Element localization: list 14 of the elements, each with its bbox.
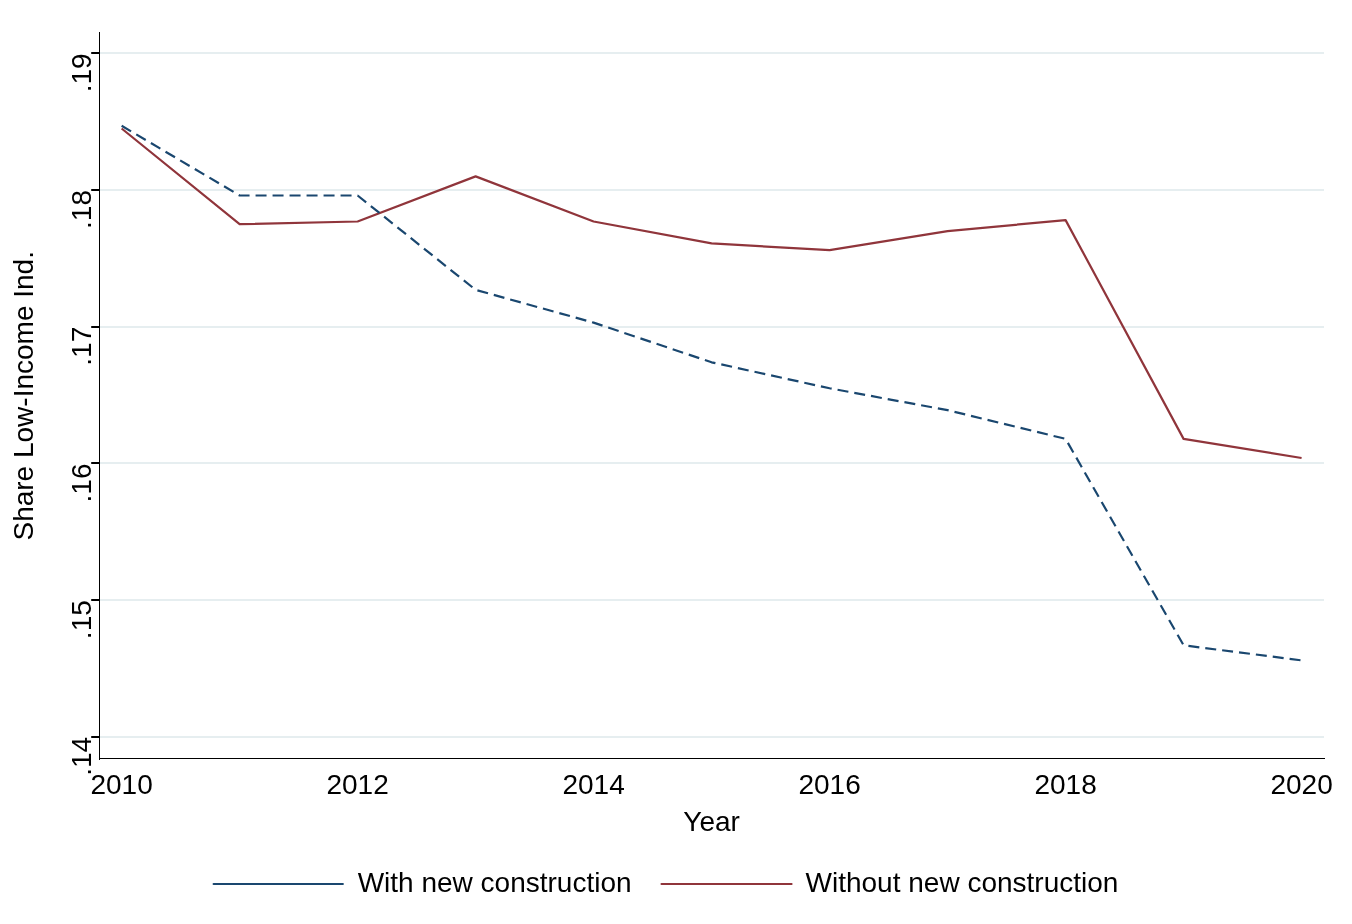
x-tick-label: 2014 [562, 769, 625, 801]
legend-label: Without new construction [805, 866, 1119, 898]
y-tick-label: .16 [65, 463, 97, 503]
y-tick-label: .15 [65, 600, 97, 640]
x-tick-label: 2018 [1034, 769, 1097, 801]
y-axis-title: Share Low-Income Ind. [7, 251, 39, 541]
legend-label: With new construction [357, 866, 632, 898]
x-tick-label: 2020 [1270, 769, 1333, 801]
x-tick-label: 2016 [798, 769, 861, 801]
y-tick-label: .19 [65, 53, 97, 93]
y-tick-label: .17 [65, 326, 97, 366]
x-axis-title: Year [683, 805, 740, 837]
x-tick-label: 2012 [326, 769, 389, 801]
y-tick-label: .18 [65, 190, 97, 229]
